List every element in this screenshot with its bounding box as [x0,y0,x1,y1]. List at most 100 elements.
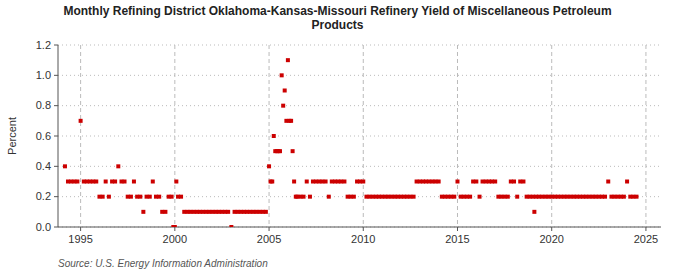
y-tick-label: 1.0 [36,69,51,81]
x-tick-label: 2010 [351,233,375,245]
chart-container: Monthly Refining District Oklahoma-Kansa… [0,0,675,275]
point [226,210,230,214]
y-grid-line [58,45,661,46]
points [63,58,639,227]
point [305,180,309,184]
x-grid-line [174,45,175,227]
annotation: Source: U.S. Energy Information Administ… [58,258,268,269]
y-axis-label: Percent [6,117,18,155]
point [625,180,629,184]
point [129,195,133,199]
point [302,195,306,199]
point [151,180,155,184]
point [75,180,79,184]
point [292,180,296,184]
point [138,195,142,199]
y-grid-line [58,227,661,228]
point [515,195,519,199]
point [79,119,83,123]
y-grid-line [58,136,661,137]
x-tick [269,227,270,231]
y-tick [54,105,58,106]
point [412,195,416,199]
y-tick [54,166,58,167]
x-tick [645,227,646,231]
x-tick [551,227,552,231]
point [478,195,482,199]
point [493,180,497,184]
x-tick [174,227,175,231]
point [179,195,183,199]
point [116,164,120,168]
point [278,149,282,153]
point [170,195,174,199]
point [63,164,67,168]
y-tick-label: 1.2 [36,39,51,51]
x-tick-label: 1995 [68,233,92,245]
point [157,195,161,199]
x-tick-label: 2020 [539,233,563,245]
point [272,134,276,138]
x-grid-line [363,45,364,227]
title-line: Products [311,18,363,32]
x-grid-line [269,45,270,227]
point [281,104,285,108]
y-axis-line [58,45,59,227]
point [512,180,516,184]
y-grid-line [58,75,661,76]
chart-svg: Monthly Refining District Oklahoma-Kansa… [0,0,675,275]
point [141,210,145,214]
point [437,180,441,184]
point [452,195,456,199]
point [148,195,152,199]
point [123,180,127,184]
point [289,119,293,123]
y-tick [54,136,58,137]
point [286,58,290,62]
x-tick-label: 2015 [445,233,469,245]
point [603,195,607,199]
point [352,195,356,199]
point [264,210,268,214]
y-tick [54,75,58,76]
point [342,180,346,184]
y-tick [54,227,58,228]
grid [58,45,661,227]
point [107,195,111,199]
x-tick-label: 2005 [257,233,281,245]
x-tick-label: 2025 [634,233,658,245]
x-axis-line [58,227,661,228]
y-tick [54,45,58,46]
point [468,195,472,199]
title-line: Monthly Refining District Oklahoma-Kansa… [63,4,611,18]
point [324,180,328,184]
point [94,180,98,184]
y-grid-line [58,166,661,167]
point [606,180,610,184]
point [283,89,287,93]
point [455,180,459,184]
point [361,180,365,184]
point [229,225,233,227]
point [270,180,274,184]
point [132,180,136,184]
point [267,164,271,168]
point [474,180,478,184]
y-tick-label: 0.0 [36,221,51,233]
point [173,225,177,227]
point [506,195,510,199]
background [0,0,675,275]
point [113,180,117,184]
y-tick-label: 0.6 [36,130,51,142]
x-tick [363,227,364,231]
point [101,195,105,199]
point [622,195,626,199]
point [635,195,639,199]
y-tick [54,196,58,197]
x-tick-label: 2000 [163,233,187,245]
y-grid-line [58,105,661,106]
title: Monthly Refining District Oklahoma-Kansa… [63,4,611,32]
x-grid-line [645,45,646,227]
x-grid-line [457,45,458,227]
point [308,195,312,199]
